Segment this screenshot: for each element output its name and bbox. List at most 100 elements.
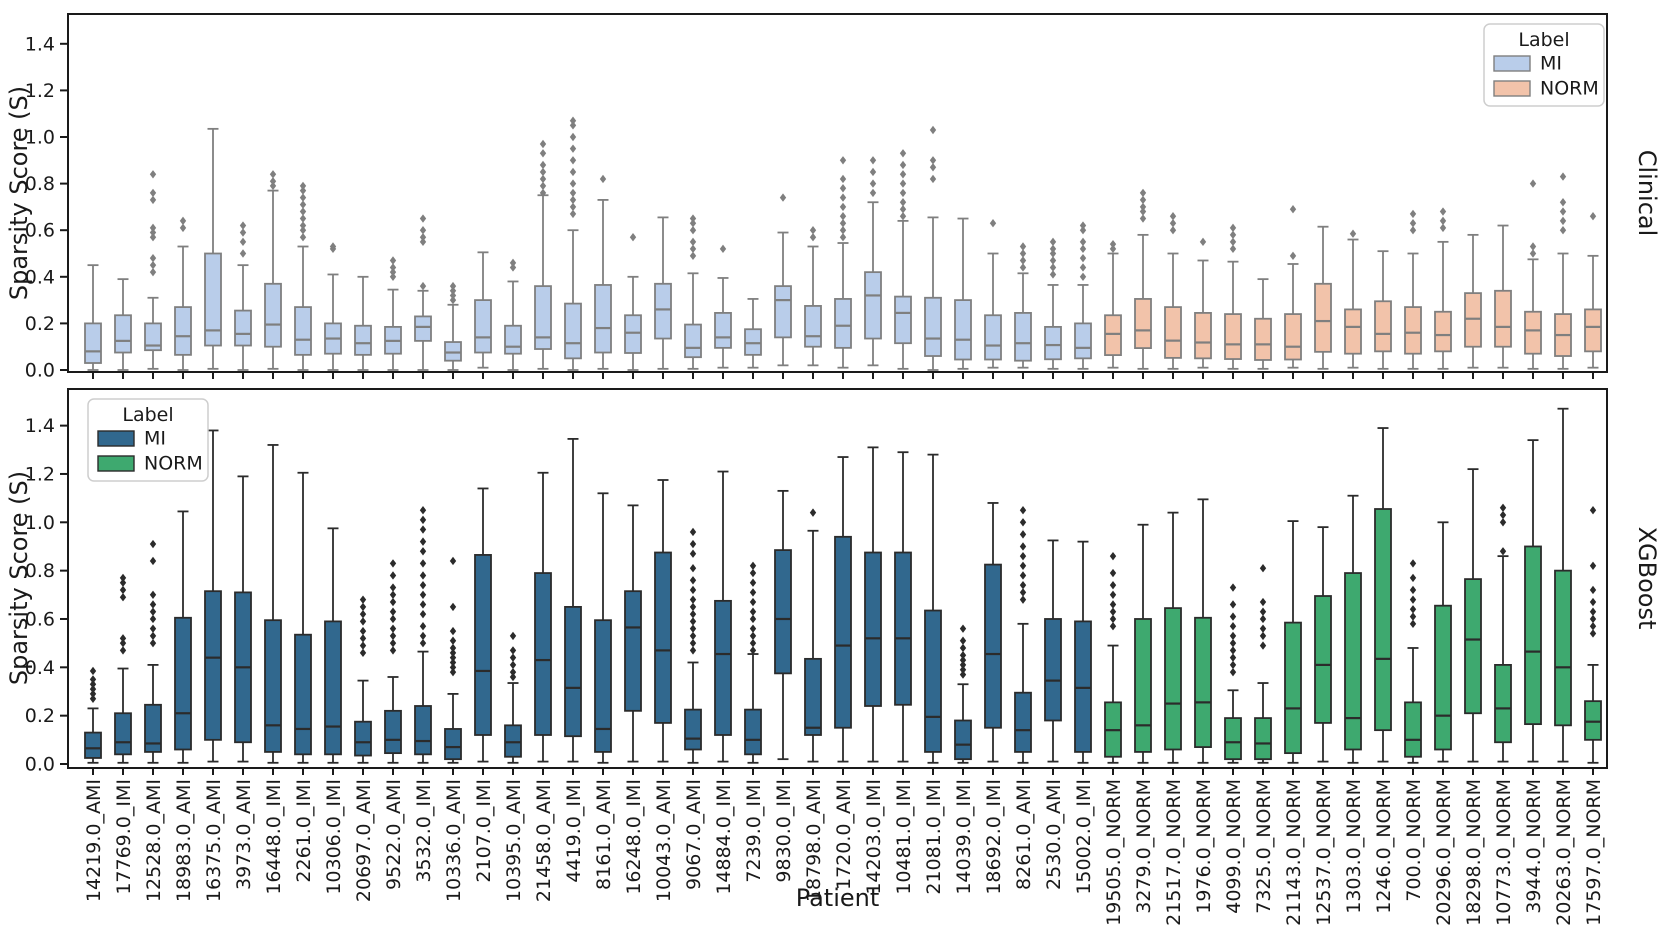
outlier-diamond [1139,188,1147,198]
outlier-diamond [809,508,817,517]
outlier-diamond [149,260,157,270]
x-tick-label: 2261.0_IMI [293,779,315,883]
outlier-diamond [1019,561,1027,571]
x-tick-label: 10306.0_IMI [323,779,345,895]
outlier-diamond [1019,249,1027,258]
outlier-diamond [149,614,157,624]
outlier-diamond [419,547,427,556]
outlier-diamond [1409,585,1417,595]
outlier-diamond [1409,619,1417,629]
iqr-box [954,299,972,361]
box-clinical-7325.0_NORM [1254,278,1272,370]
outlier-diamond [899,149,907,158]
outlier-diamond [509,653,517,662]
box-clinical-9830.0_IMI [774,193,792,367]
iqr-box [1314,282,1332,353]
iqr-box [1044,325,1062,361]
iqr-box [1524,545,1542,726]
x-tick-label: 20697.0_AMI [353,779,375,902]
outlier-diamond [419,515,427,525]
outlier-diamond [1589,561,1597,571]
outlier-diamond [809,226,817,235]
outlier-diamond [119,573,127,583]
panel-xgboost: 0.0 0.2 0.4 0.6 0.8 1.0 1.2 1.4 Sparsity Score (… [5,388,1661,776]
outlier-diamond [359,641,367,650]
outlier-diamond [419,226,427,235]
iqr-box [324,620,342,756]
outlier-diamond [689,609,697,619]
outlier-diamond [1049,244,1057,254]
outlier-diamond [1559,216,1567,226]
outlier-diamond [119,634,127,643]
x-tick-label: 8161.0_AMI [593,779,615,890]
outlier-diamond [149,267,157,277]
outlier-diamond [119,593,127,602]
outlier-diamond [749,578,757,587]
outlier-diamond [419,571,427,580]
box-xgboost-2261.0_IMI [294,471,312,764]
outlier-diamond [869,188,877,198]
box-clinical-17597.0_NORM [1584,212,1602,369]
box-clinical-10773.0_NORM [1494,224,1512,369]
x-tick-label: 2530.0_AMI [1043,779,1065,890]
outlier-diamond [539,181,547,191]
iqr-box [504,724,522,758]
x-tick-label: 8261.0_AMI [1013,779,1035,890]
box-clinical-1246.0_NORM [1374,250,1392,370]
outlier-diamond [1229,653,1237,662]
iqr-box [654,282,672,340]
iqr-box [924,296,942,357]
outlier-diamond [689,549,697,558]
outlier-diamond [1109,568,1117,578]
box-clinical-20697.0_AMI [354,275,372,371]
box-clinical-10481.0_IMI [894,149,912,370]
outlier-diamond [89,694,97,703]
outlier-diamond [1559,198,1567,207]
outlier-diamond [299,232,307,242]
outlier-diamond [1409,612,1417,621]
outlier-diamond [389,607,397,616]
iqr-box [1434,310,1452,353]
box-clinical-10336.0_AMI [444,281,462,371]
iqr-box [774,549,792,675]
outlier-diamond [1499,547,1507,556]
iqr-box [114,712,132,756]
box-xgboost-3944.0_NORM [1524,439,1542,763]
iqr-box [144,322,162,352]
legend-label-mi: MI [144,428,166,450]
outlier-diamond [1139,195,1147,205]
x-tick-label: 9830.0_IMI [773,779,795,883]
outlier-diamond [1409,559,1417,568]
outlier-diamond [839,184,847,193]
box-clinical-16375.0_AMI [204,127,222,370]
outlier-diamond [569,202,577,212]
outlier-diamond [839,212,847,221]
y-tick-label: 0.8 [25,560,55,582]
x-tick-label: 3532.0_IMI [413,779,435,883]
iqr-box [1464,578,1482,715]
outlier-diamond [1109,239,1117,249]
legend-label-norm: NORM [1540,78,1599,100]
box-xgboost-20697.0_AMI [354,595,372,764]
outlier-diamond [959,643,967,653]
iqr-box [1374,508,1392,732]
outlier-diamond [1049,249,1057,258]
outlier-diamond [239,237,247,247]
y-tick-label: 1.0 [25,512,55,534]
iqr-box [354,720,372,757]
box-xgboost-16375.0_AMI [204,429,222,763]
iqr-box [534,285,552,350]
iqr-box [714,599,732,736]
outlier-diamond [1199,237,1207,247]
outlier-diamond [1589,597,1597,607]
iqr-box [1254,317,1272,361]
outlier-diamond [389,624,397,633]
outlier-diamond [89,666,97,676]
box-xgboost-20263.0_NORM [1554,407,1572,763]
outlier-diamond [419,281,427,291]
outlier-diamond [1019,263,1027,272]
iqr-box [1374,300,1392,353]
outlier-diamond [689,638,697,648]
outlier-diamond [389,571,397,580]
